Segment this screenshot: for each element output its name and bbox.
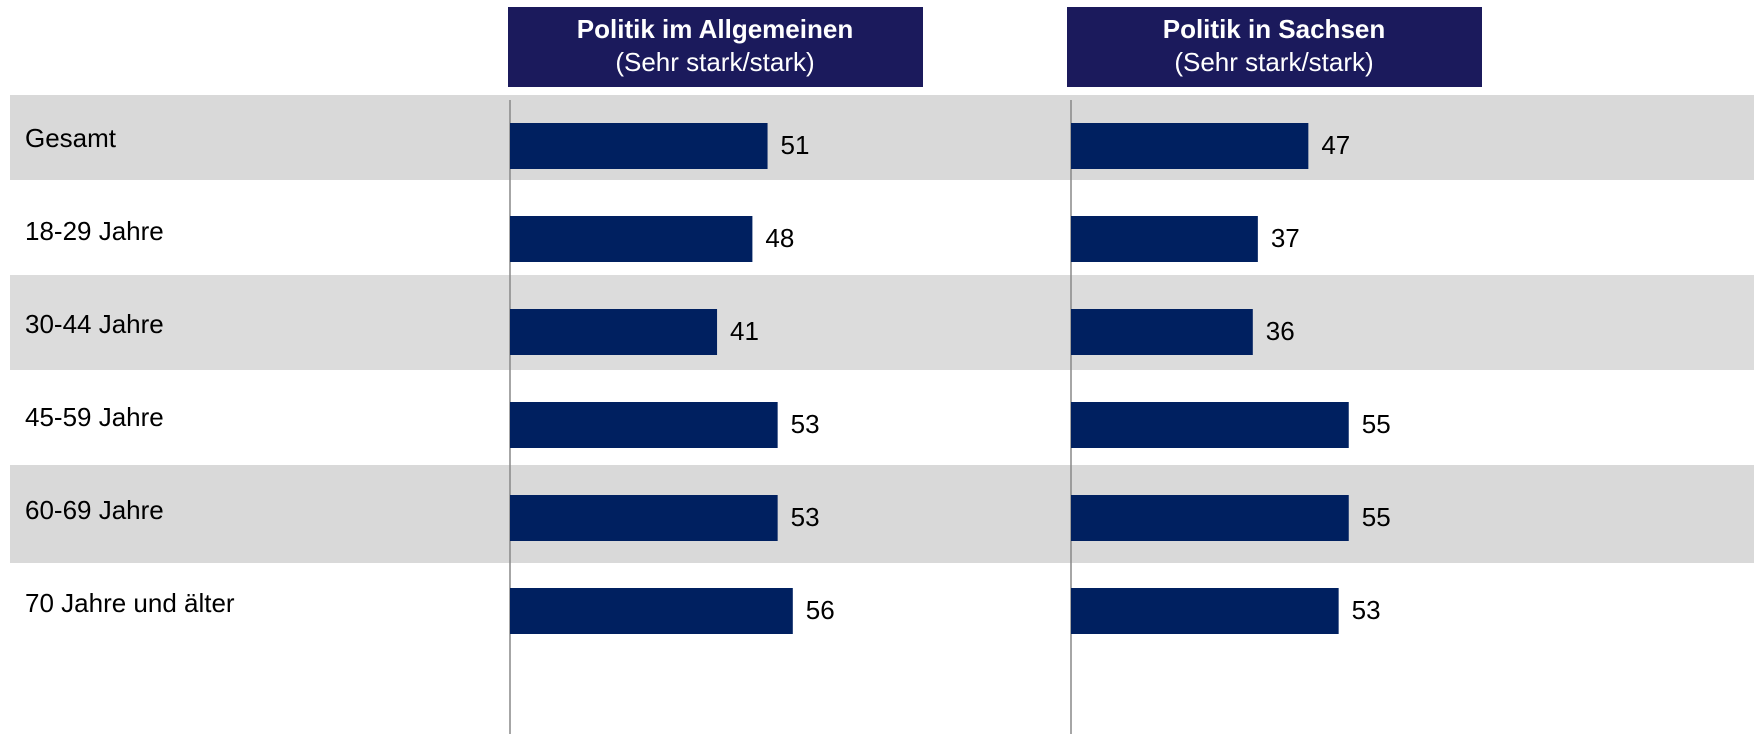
panel-subtitle: (Sehr stark/stark) — [615, 47, 814, 77]
bar — [1071, 123, 1309, 169]
bar — [510, 309, 718, 355]
panel-title: Politik in Sachsen — [1163, 14, 1386, 44]
bar — [510, 495, 778, 541]
row-backgrounds — [10, 95, 1754, 734]
category-label: 60-69 Jahre — [25, 495, 164, 525]
bar — [1071, 216, 1258, 262]
category-label: 70 Jahre und älter — [25, 588, 235, 618]
panel-subtitle: (Sehr stark/stark) — [1174, 47, 1373, 77]
bar — [1071, 309, 1253, 355]
panel-header — [508, 7, 923, 87]
value-label: 47 — [1321, 130, 1350, 160]
category-label: 18-29 Jahre — [25, 216, 164, 246]
value-label: 53 — [791, 502, 820, 532]
category-label: 30-44 Jahre — [25, 309, 164, 339]
bar — [510, 216, 753, 262]
value-label: 48 — [765, 223, 794, 253]
value-label: 41 — [730, 316, 759, 346]
bar — [1071, 495, 1349, 541]
row-band — [10, 180, 1754, 275]
value-label: 56 — [806, 595, 835, 625]
bar — [1071, 588, 1339, 634]
value-label: 37 — [1271, 223, 1300, 253]
value-label: 36 — [1266, 316, 1295, 346]
category-label: Gesamt — [25, 123, 117, 153]
bar — [1071, 402, 1349, 448]
value-label: 53 — [791, 409, 820, 439]
panel-header — [1067, 7, 1482, 87]
value-label: 53 — [1352, 595, 1381, 625]
row-band — [10, 370, 1754, 465]
bar — [510, 402, 778, 448]
category-label: 45-59 Jahre — [25, 402, 164, 432]
row-band — [10, 563, 1754, 734]
panel-title: Politik im Allgemeinen — [577, 14, 853, 44]
row-band — [10, 95, 1754, 180]
row-band — [10, 275, 1754, 370]
row-band — [10, 465, 1754, 563]
value-label: 55 — [1362, 409, 1391, 439]
value-label: 51 — [781, 130, 810, 160]
bar — [510, 588, 793, 634]
value-label: 55 — [1362, 502, 1391, 532]
bar — [510, 123, 768, 169]
